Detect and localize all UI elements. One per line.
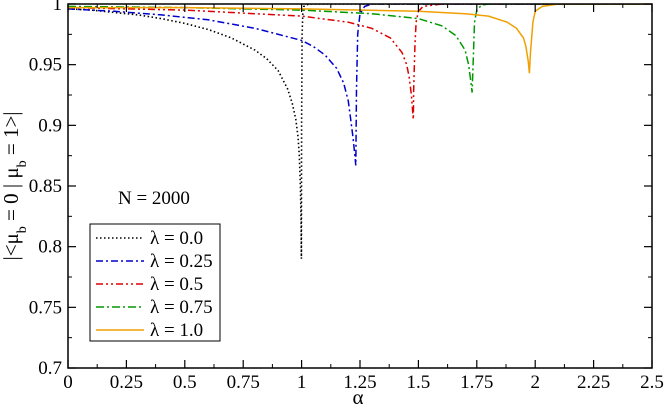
tick-layer: 0 0.25 0.5 0.75 1 1.25 1.5 1.75 2 2.25 2.5 0.7 0.75 0…	[29, 0, 664, 393]
series-line-0	[68, 4, 652, 259]
legend-label: λ = 0.0	[150, 228, 203, 249]
x-tick-label: 0	[63, 372, 73, 393]
x-tick-label: 0.5	[173, 372, 197, 393]
x-tick-label: 2.5	[640, 372, 664, 393]
y-tick-label: 0.95	[29, 55, 62, 76]
x-tick-label: 1.25	[343, 372, 376, 393]
y-tick-label: 1	[53, 0, 63, 15]
legend-label: λ = 0.25	[150, 251, 213, 272]
legend: λ = 0.0λ = 0.25λ = 0.5λ = 0.75λ = 1.0	[89, 223, 221, 342]
y-axis-title: |<μb = 0 | μb = 1>|	[0, 111, 30, 260]
legend-label: λ = 0.5	[150, 274, 203, 295]
series-layer	[68, 4, 652, 259]
y-tick-label: 0.8	[38, 237, 62, 258]
legend-label: λ = 0.75	[150, 297, 213, 318]
legend-label: λ = 1.0	[150, 320, 203, 341]
y-tick-label: 0.85	[29, 176, 62, 197]
x-tick-label: 0.25	[110, 372, 143, 393]
y-tick-label: 0.9	[38, 115, 62, 136]
series-line-3	[68, 4, 652, 93]
x-axis-title: α	[352, 385, 363, 407]
x-tick-label: 2.25	[577, 372, 610, 393]
series-line-4	[68, 4, 652, 74]
x-tick-label: 1.75	[460, 372, 493, 393]
sample-size-annotation: N = 2000	[118, 188, 190, 209]
y-tick-label: 0.7	[38, 358, 62, 379]
x-tick-label: 1.5	[407, 372, 431, 393]
x-tick-label: 1	[297, 372, 307, 393]
legend-box	[89, 223, 221, 342]
series-line-2	[68, 4, 652, 120]
series-line-1	[68, 4, 652, 166]
y-tick-label: 0.75	[29, 297, 62, 318]
x-tick-label: 2	[530, 372, 540, 393]
x-tick-label: 0.75	[227, 372, 260, 393]
